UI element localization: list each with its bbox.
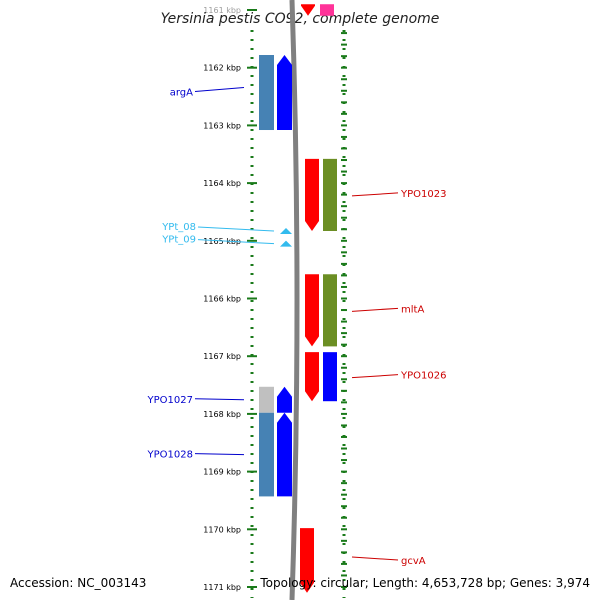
gene-arrow-YPO1027 <box>277 386 292 413</box>
leader-line-YPt_08 <box>197 226 275 232</box>
gene-arrow-YPO1026 <box>305 352 319 402</box>
accession-text: Accession: NC_003143 <box>10 576 146 590</box>
gene-label-YPO1026: YPO1026 <box>400 371 446 382</box>
cds-block-YPO1028 <box>259 412 274 497</box>
scale-tick-label: 1166 kbp <box>203 295 241 304</box>
genome-backbone <box>289 0 300 600</box>
trna-marker-YPt_08 <box>280 227 292 234</box>
leader-line-mltA <box>351 307 399 312</box>
gene-arrow-argA <box>277 55 292 131</box>
map-title: Yersinia pestis CO92, complete genome <box>161 11 440 27</box>
scale-tick-label: 1164 kbp <box>203 179 241 188</box>
trna-label-YPt_08: YPt_08 <box>161 222 196 233</box>
cds-block-argA <box>259 55 274 131</box>
leader-line-YPO1028 <box>194 453 245 456</box>
scale-tick-label: 1162 kbp <box>203 64 241 73</box>
leader-line-YPO1023 <box>351 192 399 197</box>
scale-tick-label: 1171 kbp <box>203 583 241 592</box>
gene-label-mltA: mltA <box>401 304 424 315</box>
gene-label-YPO1028: YPO1028 <box>147 450 193 461</box>
scale-tick-label: 1168 kbp <box>203 410 241 419</box>
scale-tick-label: 1163 kbp <box>203 121 241 130</box>
gene-label-gcvA: gcvA <box>401 556 426 567</box>
leader-line-gcvA <box>351 556 399 561</box>
gene-arrow-YPO1023 <box>305 158 319 231</box>
cds-block-f2 <box>320 4 334 16</box>
leader-line-YPt_09 <box>197 239 275 245</box>
leader-line-argA <box>194 87 245 93</box>
gene-arrow-YPO1028 <box>277 412 292 497</box>
topology-text: Topology: circular; Length: 4,653,728 bp… <box>259 576 590 590</box>
cds-block-YPO1023 <box>323 158 337 231</box>
backbone-curve <box>289 0 300 600</box>
gene-arrow-f1 <box>301 4 315 16</box>
trna-label-YPt_09: YPt_09 <box>161 235 196 246</box>
gene-arrow-gcvA <box>300 528 314 593</box>
leader-line-YPO1027 <box>194 398 245 401</box>
scale-tick-label: 1161 kbp <box>203 6 241 15</box>
cds-block-YPO1026 <box>323 352 337 402</box>
gene-label-YPO1023: YPO1023 <box>400 189 446 200</box>
trna-marker-YPt_09 <box>280 240 292 247</box>
scale-tick-label: 1170 kbp <box>203 525 241 534</box>
cds-block-YPO1027 <box>259 386 274 413</box>
feature-labels: argA YPO1023 mltA YPO1026 YPO1027 YPO1028 gcvA… <box>147 87 446 567</box>
gene-label-argA: argA <box>170 88 193 99</box>
leader-line-YPO1026 <box>351 374 399 379</box>
gene-arrow-mltA <box>305 274 319 347</box>
cds-block-mltA <box>323 274 337 347</box>
feature-track <box>259 4 337 593</box>
scale-tick-label: 1167 kbp <box>203 352 241 361</box>
gene-label-YPO1027: YPO1027 <box>147 395 193 406</box>
scale-tick-label: 1169 kbp <box>203 468 241 477</box>
